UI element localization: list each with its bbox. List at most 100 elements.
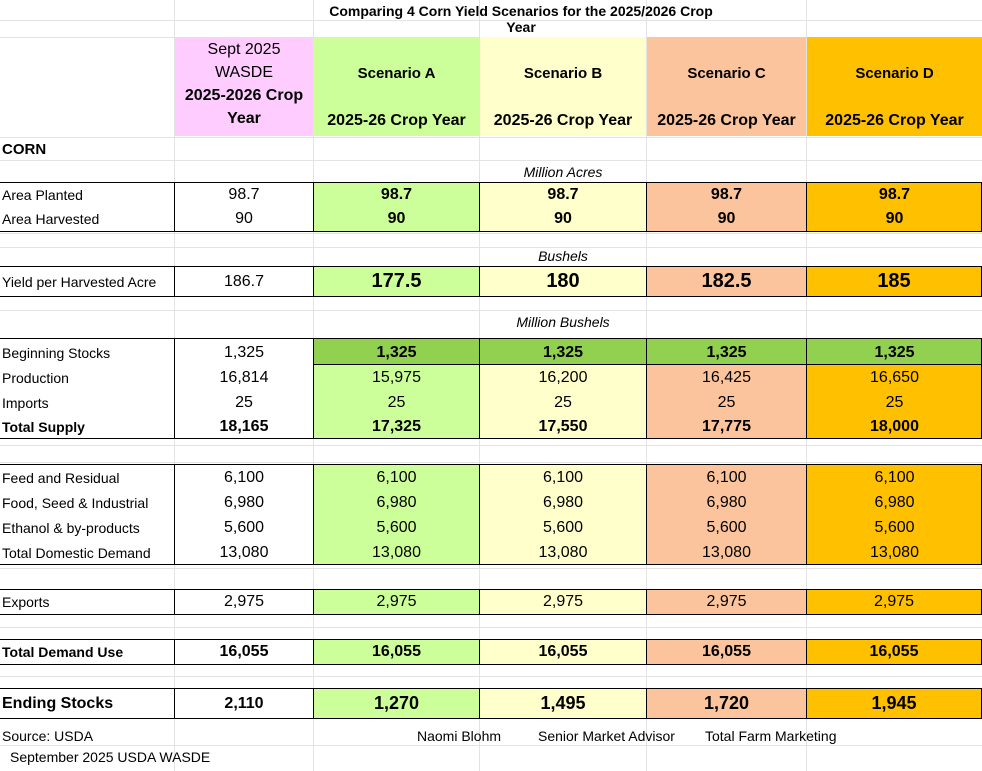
divider xyxy=(646,338,647,365)
scenario-b-supply-box xyxy=(479,364,647,439)
divider xyxy=(479,338,480,365)
b-imports: 25 xyxy=(554,393,572,411)
d-ethanol: 5,600 xyxy=(874,518,915,536)
row-label-area-harvested: Area Harvested xyxy=(2,211,100,227)
b-beginning-stocks: 1,325 xyxy=(542,343,584,361)
c-ethanol: 5,600 xyxy=(706,518,747,536)
d-area-harvested: 90 xyxy=(885,210,904,227)
d-yield: 185 xyxy=(806,266,982,297)
wasde-production: 16,814 xyxy=(219,368,269,386)
wasde-exports: 2,975 xyxy=(174,589,314,615)
gridline xyxy=(0,627,982,628)
scenario-c-header: Scenario C 2025-26 Crop Year xyxy=(647,37,806,136)
b-ethanol: 5,600 xyxy=(542,518,584,536)
section-label: CORN xyxy=(2,140,47,158)
row-label-ethanol: Ethanol & by-products xyxy=(2,519,140,536)
scenario-a-sub: 2025-26 Crop Year xyxy=(327,112,466,129)
row-label-total-domestic: Total Domestic Demand xyxy=(2,544,151,561)
wasde-total-domestic: 13,080 xyxy=(219,543,269,561)
row-label-total-demand: Total Demand Use xyxy=(2,644,124,660)
a-total-domestic: 13,080 xyxy=(372,543,421,561)
b-fsi: 6,980 xyxy=(542,493,584,511)
a-yield: 177.5 xyxy=(313,266,480,297)
gridline xyxy=(0,568,982,569)
a-imports: 25 xyxy=(387,393,406,411)
row-label-area-planted: Area Planted xyxy=(2,187,83,203)
d-area-planted: 98.7 xyxy=(878,186,911,203)
d-beginning-stocks: 1,325 xyxy=(874,343,915,361)
a-beginning-stocks: 1,325 xyxy=(376,343,417,361)
d-total-domestic: 13,080 xyxy=(870,543,919,561)
d-ending-stocks: 1,945 xyxy=(806,688,982,719)
scenario-b-demand-box xyxy=(479,464,647,565)
wasde-header: Sept 2025 WASDE 2025-2026 Crop Year xyxy=(175,37,313,136)
a-area-planted: 98.7 xyxy=(380,186,413,203)
author-name: Naomi Blohm xyxy=(417,728,502,744)
wasde-feed: 6,100 xyxy=(223,468,265,486)
a-production: 15,975 xyxy=(372,368,421,386)
scenario-c-sub: 2025-26 Crop Year xyxy=(657,112,796,129)
wasde-fsi: 6,980 xyxy=(223,493,265,511)
scenario-d-header: Scenario D 2025-26 Crop Year xyxy=(807,37,982,136)
scenario-b-header: Scenario B 2025-26 Crop Year xyxy=(480,37,646,136)
a-area-harvested: 90 xyxy=(387,210,406,227)
a-feed: 6,100 xyxy=(376,468,417,486)
source-note-2: September 2025 USDA WASDE xyxy=(10,749,211,765)
author-role: Senior Market Advisor xyxy=(538,728,675,744)
scenario-a-supply-box xyxy=(313,364,480,439)
row-label-production: Production xyxy=(2,369,69,386)
b-total-supply: 17,550 xyxy=(538,418,588,435)
c-beginning-stocks: 1,325 xyxy=(706,343,747,361)
scenario-d-sub: 2025-26 Crop Year xyxy=(825,112,964,129)
c-exports: 2,975 xyxy=(646,589,807,615)
wasde-total-supply: 18,165 xyxy=(219,418,269,435)
scenario-c-name: Scenario C xyxy=(687,65,766,82)
scenario-a-acres-box xyxy=(313,182,480,232)
scenario-c-supply-box xyxy=(646,364,807,439)
c-total-domestic: 13,080 xyxy=(702,543,751,561)
c-total-supply: 17,775 xyxy=(702,418,751,435)
row-label-yield: Yield per Harvested Acre xyxy=(2,273,157,290)
wasde-imports: 25 xyxy=(235,393,253,411)
c-feed: 6,100 xyxy=(706,468,747,486)
row-label-total-supply: Total Supply xyxy=(2,419,85,435)
gridline xyxy=(0,310,982,311)
b-feed: 6,100 xyxy=(542,468,584,486)
row-label-exports: Exports xyxy=(2,594,50,610)
c-production: 16,425 xyxy=(702,368,751,386)
gridline xyxy=(0,462,982,463)
c-fsi: 6,980 xyxy=(706,493,747,511)
author-company: Total Farm Marketing xyxy=(705,728,837,744)
d-feed: 6,100 xyxy=(874,468,915,486)
c-total-demand: 16,055 xyxy=(646,639,807,665)
b-production: 16,200 xyxy=(538,368,588,386)
d-total-demand: 16,055 xyxy=(806,639,982,665)
scenario-d-demand-box xyxy=(806,464,982,565)
scenario-a-name: Scenario A xyxy=(357,65,436,82)
gridline xyxy=(0,160,982,161)
gridline xyxy=(0,745,982,746)
a-total-supply: 17,325 xyxy=(372,418,421,435)
wasde-area-planted: 98.7 xyxy=(228,186,260,203)
wasde-total-demand: 16,055 xyxy=(174,639,314,665)
d-production: 16,650 xyxy=(870,368,919,386)
b-yield: 180 xyxy=(479,266,647,297)
scenario-d-supply-box xyxy=(806,364,982,439)
scenario-c-demand-box xyxy=(646,464,807,565)
wasde-header-line2: WASDE xyxy=(214,64,274,81)
wasde-header-line4: Year xyxy=(227,110,261,127)
unit-million-acres: Million Acres xyxy=(523,164,603,180)
wasde-yield: 186.7 xyxy=(174,266,314,297)
wasde-ethanol: 5,600 xyxy=(223,518,265,536)
d-imports: 25 xyxy=(885,393,904,411)
b-exports: 2,975 xyxy=(479,589,647,615)
d-exports: 2,975 xyxy=(806,589,982,615)
row-label-feed: Feed and Residual xyxy=(2,469,120,486)
a-fsi: 6,980 xyxy=(376,493,417,511)
gridline xyxy=(0,20,982,21)
wasde-header-line1: Sept 2025 xyxy=(207,41,281,58)
b-ending-stocks: 1,495 xyxy=(479,688,647,719)
gridline xyxy=(0,137,982,138)
b-total-demand: 16,055 xyxy=(479,639,647,665)
b-area-harvested: 90 xyxy=(554,210,572,227)
